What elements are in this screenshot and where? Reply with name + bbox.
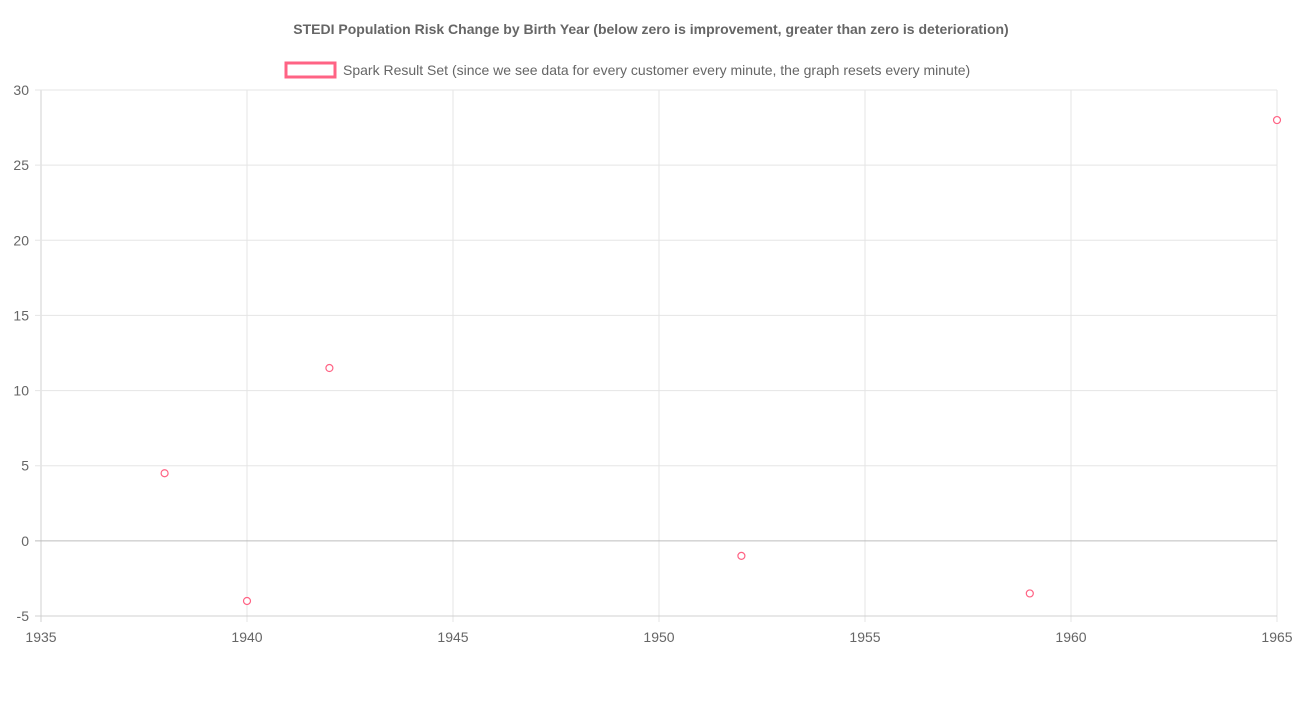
y-tick-label: 30 bbox=[13, 82, 29, 98]
x-tick-label: 1935 bbox=[25, 629, 56, 645]
legend-label[interactable]: Spark Result Set (since we see data for … bbox=[343, 62, 970, 78]
y-tick-label: 5 bbox=[21, 458, 29, 474]
y-tick-label: 25 bbox=[13, 157, 29, 173]
legend[interactable]: Spark Result Set (since we see data for … bbox=[284, 61, 970, 79]
chart-title: STEDI Population Risk Change by Birth Ye… bbox=[293, 21, 1008, 37]
data-point[interactable] bbox=[1025, 589, 1034, 598]
x-tick-label: 1940 bbox=[231, 629, 262, 645]
y-tick-label: 10 bbox=[13, 383, 29, 399]
data-point[interactable] bbox=[242, 596, 252, 606]
y-tick-label: 0 bbox=[21, 533, 29, 549]
data-point[interactable] bbox=[325, 363, 334, 373]
data-point[interactable] bbox=[737, 551, 746, 560]
x-tick-label: 1960 bbox=[1055, 629, 1086, 645]
y-tick-label: 15 bbox=[13, 307, 29, 323]
data-points bbox=[160, 115, 1282, 606]
x-axis-ticks: 1935 1940 1945 1950 1955 1960 1965 bbox=[25, 629, 1292, 645]
data-point[interactable] bbox=[160, 469, 169, 478]
x-tick-label: 1945 bbox=[437, 629, 468, 645]
data-point[interactable] bbox=[1272, 115, 1282, 125]
x-tick-label: 1955 bbox=[849, 629, 880, 645]
x-tick-label: 1965 bbox=[1261, 629, 1292, 645]
y-tick-label: -5 bbox=[17, 608, 30, 624]
grid bbox=[35, 89, 1278, 622]
y-axis-ticks: 30 25 20 15 10 5 0 -5 bbox=[13, 82, 29, 624]
y-tick-label: 20 bbox=[13, 232, 29, 248]
legend-swatch[interactable] bbox=[284, 61, 337, 79]
x-tick-label: 1950 bbox=[643, 629, 674, 645]
